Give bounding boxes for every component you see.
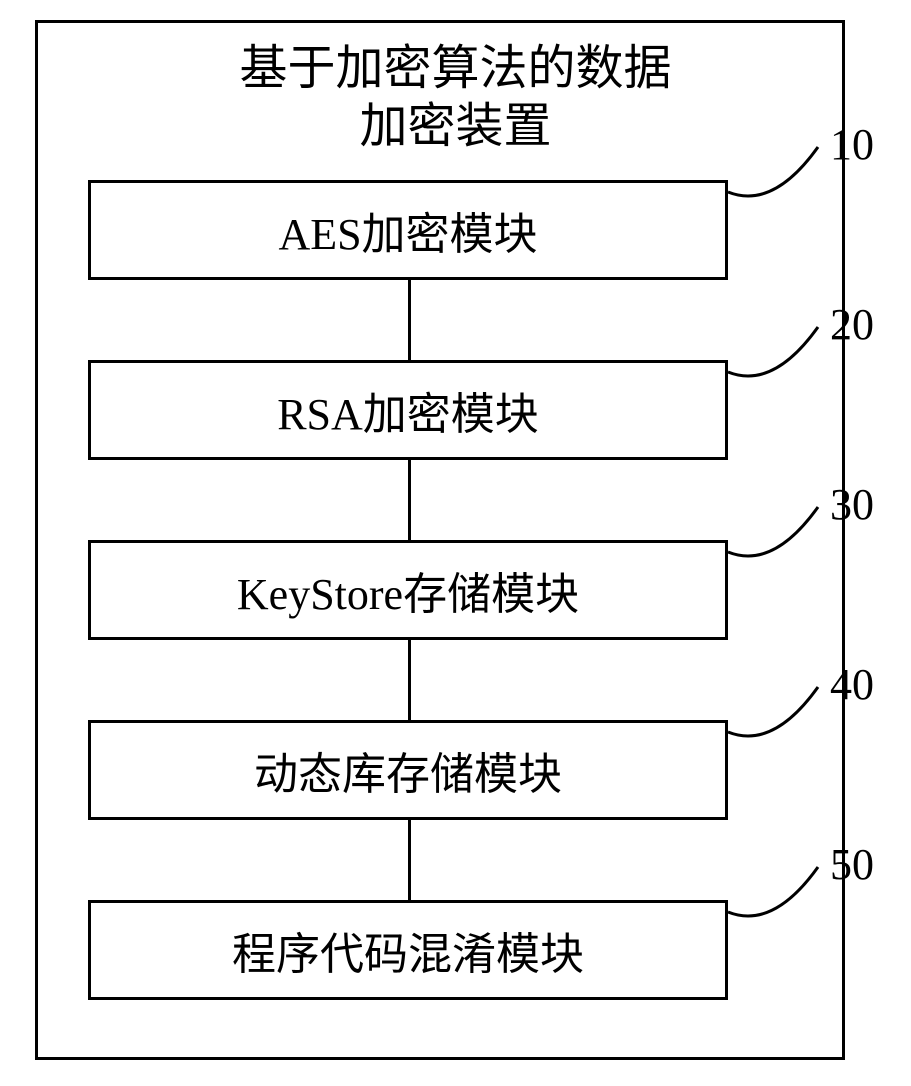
callout-line-rsa bbox=[723, 322, 823, 397]
callout-label-aes: 10 bbox=[830, 119, 874, 170]
module-box-label: RSA加密模块 bbox=[277, 378, 539, 442]
module-box-rsa: RSA加密模块 bbox=[88, 360, 728, 460]
module-box-label: 动态库存储模块 bbox=[254, 738, 562, 802]
module-box-dynlib: 动态库存储模块 bbox=[88, 720, 728, 820]
module-box-obf: 程序代码混淆模块 bbox=[88, 900, 728, 1000]
callout-label-keystore: 30 bbox=[830, 479, 874, 530]
callout-line-keystore bbox=[723, 502, 823, 577]
diagram-title: 基于加密算法的数据加密装置 bbox=[0, 40, 911, 156]
module-box-aes: AES加密模块 bbox=[88, 180, 728, 280]
module-box-label: AES加密模块 bbox=[278, 198, 537, 262]
callout-line-obf bbox=[723, 862, 823, 937]
connector-3 bbox=[408, 640, 411, 720]
connector-4 bbox=[408, 820, 411, 900]
module-box-keystore: KeyStore存储模块 bbox=[88, 540, 728, 640]
callout-label-dynlib: 40 bbox=[830, 659, 874, 710]
diagram-title-line1: 基于加密算法的数据 bbox=[0, 40, 911, 98]
callout-line-aes bbox=[723, 142, 823, 217]
connector-2 bbox=[408, 460, 411, 540]
callout-label-obf: 50 bbox=[830, 839, 874, 890]
module-box-label: 程序代码混淆模块 bbox=[232, 918, 584, 982]
module-box-label: KeyStore存储模块 bbox=[237, 558, 579, 622]
callout-line-dynlib bbox=[723, 682, 823, 757]
connector-1 bbox=[408, 280, 411, 360]
callout-label-rsa: 20 bbox=[830, 299, 874, 350]
